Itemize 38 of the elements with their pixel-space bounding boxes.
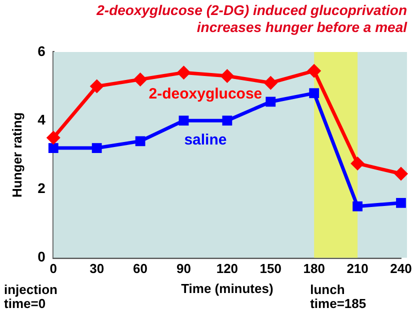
point <box>135 136 146 146</box>
series-label: 2-deoxyglucose <box>148 85 262 102</box>
point <box>264 76 278 90</box>
point <box>350 156 365 170</box>
x-tick-label: 120 <box>216 261 238 276</box>
x-tick-label: 0 <box>50 261 58 276</box>
point <box>48 143 58 153</box>
point <box>176 66 191 80</box>
point <box>309 88 320 98</box>
point <box>396 198 406 208</box>
point <box>133 72 148 86</box>
x-tick-label: 240 <box>390 261 412 276</box>
point <box>394 166 408 181</box>
y-tick-label: 6 <box>38 42 46 59</box>
y-tick-label: 0 <box>38 248 46 265</box>
x-tick-label: 150 <box>260 261 282 276</box>
x-tick-label: 180 <box>303 261 325 276</box>
point <box>178 116 189 126</box>
point <box>222 116 232 126</box>
chart-title: 2-deoxyglucose (2-DG) induced glucoprivation increases hunger before a meal <box>96 2 407 36</box>
text: injection time=0 <box>4 282 58 311</box>
x-tick-label: 90 <box>176 261 191 276</box>
x-tick-label: 30 <box>90 261 104 276</box>
x-tick-label: 210 <box>346 261 368 276</box>
point <box>307 64 322 78</box>
y-tick-label: 4 <box>38 111 46 128</box>
point <box>220 69 234 84</box>
point <box>266 96 276 107</box>
y-tick-label: 2 <box>38 180 46 196</box>
y-axis-title: Hunger rating <box>9 112 24 198</box>
point <box>90 79 104 94</box>
point <box>92 143 102 153</box>
point <box>46 130 60 145</box>
point <box>352 201 362 212</box>
x-axis-title: Time (minutes) <box>181 280 274 296</box>
series-label: saline <box>184 132 227 149</box>
text: lunch time=185 <box>310 282 366 311</box>
x-tick-label: 60 <box>133 261 148 276</box>
